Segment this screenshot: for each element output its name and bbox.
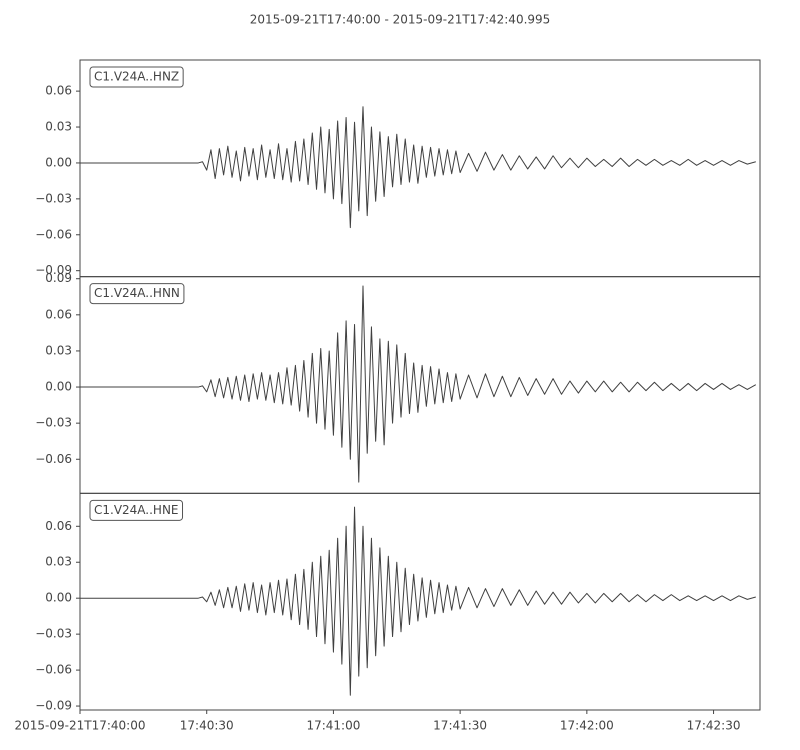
y-tick-label: −0.09 bbox=[35, 699, 72, 713]
y-tick-label: 0.00 bbox=[45, 591, 72, 605]
y-tick-label: 0.03 bbox=[45, 555, 72, 569]
y-tick-label: 0.03 bbox=[45, 120, 72, 134]
y-tick-label: 0.06 bbox=[45, 307, 72, 321]
x-tick-label: 17:42:00 bbox=[560, 719, 614, 733]
x-tick-label: 17:41:30 bbox=[433, 719, 487, 733]
trace-label: C1.V24A..HNN bbox=[94, 286, 180, 300]
waveform bbox=[80, 106, 756, 229]
x-tick-label: 17:41:00 bbox=[306, 719, 360, 733]
y-tick-label: 0.00 bbox=[45, 155, 72, 169]
y-tick-label: −0.09 bbox=[35, 263, 72, 277]
x-tick-label: 2015-09-21T17:40:00 bbox=[15, 719, 146, 733]
y-tick-label: 0.00 bbox=[45, 380, 72, 394]
waveform bbox=[80, 285, 757, 483]
trace-label: C1.V24A..HNZ bbox=[94, 70, 179, 84]
trace-label-box bbox=[89, 66, 184, 88]
figure-title: 2015-09-21T17:40:00 - 2015-09-21T17:42:4… bbox=[250, 13, 551, 27]
y-tick-label: 0.09 bbox=[45, 271, 72, 285]
y-tick-label: −0.06 bbox=[35, 452, 72, 466]
y-tick-label: 0.06 bbox=[45, 84, 72, 98]
x-tick-label: 17:40:30 bbox=[180, 719, 234, 733]
y-tick-label: −0.03 bbox=[35, 627, 72, 641]
y-tick-label: −0.03 bbox=[35, 191, 72, 205]
trace-label-box bbox=[89, 499, 184, 521]
trace-label: C1.V24A..HNE bbox=[94, 503, 179, 517]
y-tick-label: −0.03 bbox=[35, 416, 72, 430]
y-tick-label: 0.06 bbox=[45, 519, 72, 533]
y-tick-label: 0.03 bbox=[45, 343, 72, 357]
x-tick-label: 17:42:30 bbox=[687, 719, 741, 733]
y-tick-label: −0.06 bbox=[35, 663, 72, 677]
trace-label-box bbox=[89, 283, 185, 305]
y-tick-label: −0.06 bbox=[35, 227, 72, 241]
panel-frame bbox=[79, 492, 761, 711]
waveform bbox=[80, 506, 756, 696]
